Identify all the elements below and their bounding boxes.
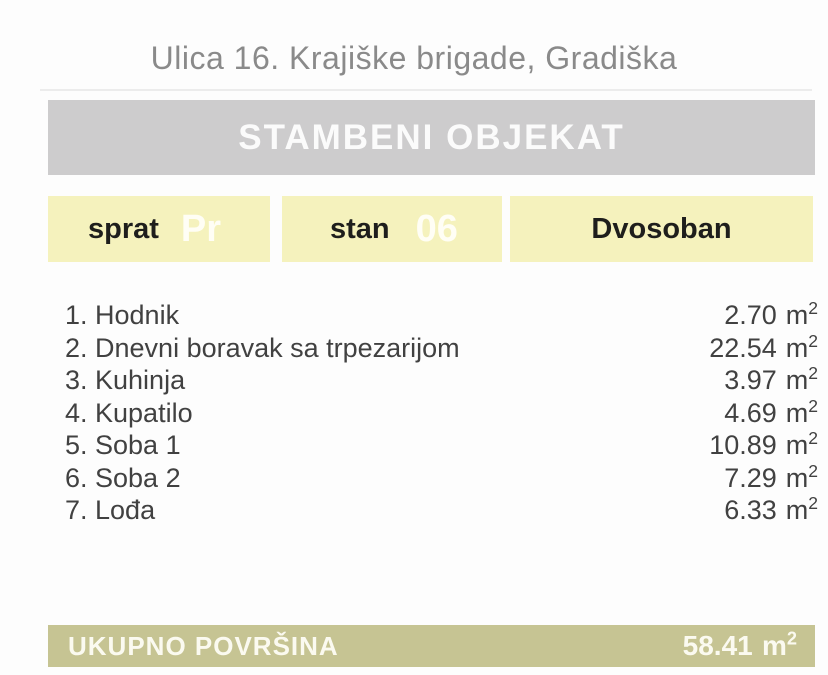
unit-number-box: stan 06: [282, 196, 502, 262]
room-label: 5. Soba 1: [65, 430, 181, 460]
building-type-banner: STAMBENI OBJEKAT: [48, 100, 815, 175]
floor-value: Pr: [180, 207, 222, 250]
room-row: 1. Hodnik 2.70 m2: [65, 299, 818, 332]
building-type-label: STAMBENI OBJEKAT: [238, 117, 625, 157]
unit-base: m: [785, 430, 809, 460]
area-unit: m2: [785, 363, 818, 395]
room-label: 7. Lođa: [65, 495, 156, 525]
floor-label: sprat: [88, 212, 159, 245]
total-label: UKUPNO POVRŠINA: [68, 630, 339, 661]
room-area-value: 4.69: [724, 397, 777, 428]
layout-type-label: Dvosoban: [591, 212, 732, 245]
room-area: 22.54 m2: [709, 332, 818, 365]
unit-sup: 2: [808, 363, 818, 383]
unit-sup: 2: [808, 460, 818, 481]
total-value: 58.41 m2: [683, 630, 797, 662]
room-area: 2.70 m2: [724, 299, 818, 332]
room-label: 3. Kuhinja: [65, 365, 186, 395]
unit-sup: 2: [808, 298, 818, 318]
total-value-number: 58.41: [682, 630, 753, 661]
area-unit: m2: [785, 395, 818, 428]
room-row: 6. Soba 2 7.29 m2: [65, 462, 818, 495]
unit-base: m: [785, 462, 809, 493]
unit-base: m: [785, 495, 809, 525]
unit-base: m: [785, 397, 809, 428]
unit-sup: 2: [808, 330, 818, 351]
room-area: 6.33 m2: [724, 494, 818, 527]
area-unit: m2: [785, 330, 818, 363]
area-unit: m2: [785, 460, 818, 493]
unit-base: m: [785, 365, 809, 395]
room-area-value: 22.54: [709, 332, 777, 363]
area-unit: m2: [785, 493, 818, 525]
address-title: Ulica 16. Krajiške brigade, Gradiška: [150, 40, 678, 76]
layout-type-box: Dvosoban: [510, 196, 813, 262]
floor-box: sprat Pr: [48, 196, 270, 262]
room-area-value: 10.89: [709, 430, 777, 460]
unit-base: m: [785, 332, 809, 363]
room-area: 7.29 m2: [724, 462, 818, 495]
room-area-value: 3.97: [724, 365, 777, 395]
unit-sup: 2: [808, 395, 818, 416]
room-row: 2. Dnevni boravak sa trpezarijom 22.54 m2: [65, 332, 818, 365]
area-unit: m2: [785, 298, 818, 330]
unit-base: m: [785, 300, 809, 330]
unit-sup: 2: [808, 493, 818, 513]
unit-value: 06: [415, 207, 458, 250]
room-row: 4. Kupatilo 4.69 m2: [65, 397, 818, 430]
area-unit: m2: [785, 428, 818, 460]
total-area-bar: UKUPNO POVRŠINA 58.41 m2: [48, 625, 815, 667]
room-row: 3. Kuhinja 3.97 m2: [65, 364, 818, 397]
unit-sup: 2: [808, 428, 818, 448]
header-divider: [40, 89, 812, 91]
room-row: 7. Lođa 6.33 m2: [65, 494, 818, 527]
room-label: 2. Dnevni boravak sa trpezarijom: [65, 332, 460, 363]
room-area-value: 2.70: [724, 300, 777, 330]
unit-label: stan: [330, 212, 390, 245]
room-area: 4.69 m2: [724, 397, 818, 430]
room-area: 3.97 m2: [724, 364, 818, 397]
room-area-value: 7.29: [724, 462, 777, 493]
room-label: 1. Hodnik: [65, 300, 180, 330]
area-unit: m2: [762, 630, 797, 661]
room-label: 4. Kupatilo: [65, 397, 193, 428]
unit-base: m: [761, 630, 787, 661]
room-area-value: 6.33: [724, 495, 777, 525]
room-list: 1. Hodnik 2.70 m2 2. Dnevni boravak sa tr…: [65, 299, 818, 527]
room-label: 6. Soba 2: [65, 462, 181, 493]
room-area: 10.89 m2: [709, 429, 818, 462]
room-row: 5. Soba 1 10.89 m2: [65, 429, 818, 462]
unit-sup: 2: [786, 628, 797, 649]
